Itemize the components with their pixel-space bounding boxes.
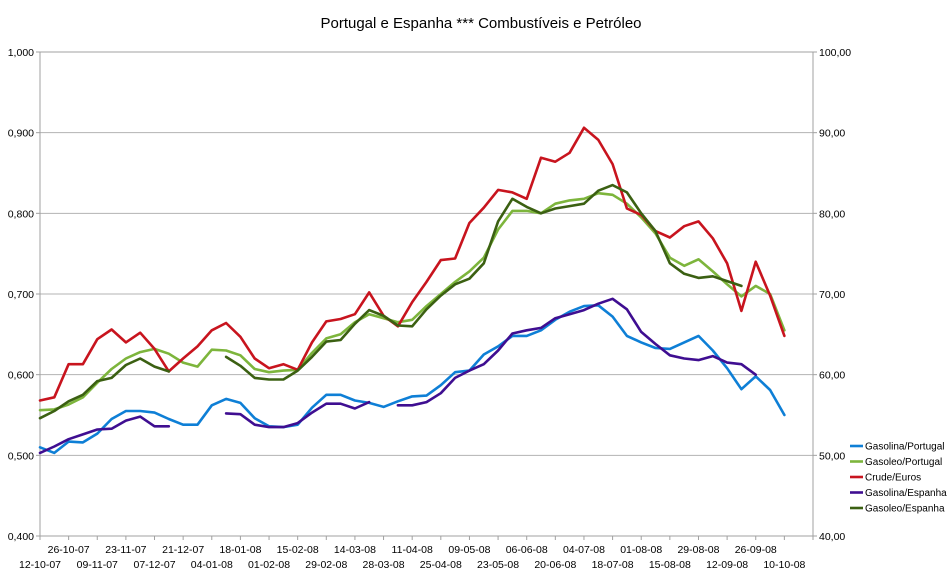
y-left-tick-label: 0,500 bbox=[8, 450, 34, 462]
legend-label: Gasolina/Portugal bbox=[865, 442, 945, 453]
series-crude-euros bbox=[38, 126, 786, 402]
x-tick-label: 26-09-08 bbox=[735, 544, 777, 556]
y-right-tick-label: 100,00 bbox=[819, 47, 851, 59]
legend-item: Crude/Euros bbox=[850, 473, 921, 484]
x-tick-label: 14-03-08 bbox=[334, 544, 376, 556]
legend-item: Gasolina/Portugal bbox=[850, 442, 945, 453]
x-tick-label: 23-05-08 bbox=[477, 559, 519, 571]
x-tick-label: 07-12-07 bbox=[134, 559, 176, 571]
y-left-tick-label: 0,700 bbox=[8, 289, 34, 301]
y-left-tick-label: 0,800 bbox=[8, 208, 34, 220]
x-tick-label: 12-09-08 bbox=[706, 559, 748, 571]
legend-item: Gasoleo/Portugal bbox=[850, 457, 942, 468]
x-tick-label: 12-10-07 bbox=[19, 559, 61, 571]
y-right-tick-label: 70,00 bbox=[819, 289, 845, 301]
x-tick-label: 29-02-08 bbox=[305, 559, 347, 571]
x-tick-label: 26-10-07 bbox=[48, 544, 90, 556]
y-left-tick-label: 0,400 bbox=[8, 531, 34, 543]
y-left-tick-label: 0,600 bbox=[8, 370, 34, 382]
series-gasoleo-espanha bbox=[38, 183, 743, 420]
x-tick-label: 29-08-08 bbox=[677, 544, 719, 556]
axes: 0,400 40,00 0,500 50,00 0,600 60,00 0,700 70,00… bbox=[8, 47, 852, 571]
y-left-tick-label: 1,000 bbox=[8, 47, 34, 59]
series-lines bbox=[38, 126, 786, 455]
series-gasolina-espanha bbox=[38, 297, 757, 455]
x-tick-label: 04-01-08 bbox=[191, 559, 233, 571]
x-tick-label: 04-07-08 bbox=[563, 544, 605, 556]
legend-label: Crude/Euros bbox=[865, 473, 921, 484]
y-left-tick-label: 0,900 bbox=[8, 128, 34, 140]
legend-label: Gasoleo/Portugal bbox=[865, 457, 942, 468]
y-right-tick-label: 50,00 bbox=[819, 450, 845, 462]
x-tick-label: 28-03-08 bbox=[363, 559, 405, 571]
x-tick-label: 15-02-08 bbox=[277, 544, 319, 556]
x-tick-label: 11-04-08 bbox=[392, 544, 433, 556]
chart-title: Portugal e Espanha *** Combustíveis e Pe… bbox=[320, 15, 641, 32]
series-line bbox=[38, 126, 786, 402]
series-line bbox=[38, 183, 743, 420]
y-right-tick-label: 40,00 bbox=[819, 531, 845, 543]
x-tick-label: 18-07-08 bbox=[592, 559, 634, 571]
x-tick-label: 09-05-08 bbox=[448, 544, 490, 556]
y-right-tick-label: 80,00 bbox=[819, 208, 845, 220]
x-tick-label: 09-11-07 bbox=[77, 559, 118, 571]
x-tick-label: 06-06-08 bbox=[506, 544, 548, 556]
x-tick-label: 20-06-08 bbox=[534, 559, 576, 571]
x-tick-label: 15-08-08 bbox=[649, 559, 691, 571]
x-tick-label: 25-04-08 bbox=[420, 559, 462, 571]
x-tick-label: 01-08-08 bbox=[620, 544, 662, 556]
legend-item: Gasoleo/Espanha bbox=[850, 504, 945, 515]
legend: Gasolina/Portugal Gasoleo/Portugal Crude/E… bbox=[850, 442, 947, 515]
y-right-tick-label: 60,00 bbox=[819, 370, 845, 382]
x-tick-label: 01-02-08 bbox=[248, 559, 290, 571]
x-tick-label: 21-12-07 bbox=[162, 544, 204, 556]
legend-label: Gasoleo/Espanha bbox=[865, 504, 945, 515]
x-tick-label: 23-11-07 bbox=[105, 544, 146, 556]
legend-item: Gasolina/Espanha bbox=[850, 488, 947, 499]
x-tick-label: 18-01-08 bbox=[219, 544, 261, 556]
series-line bbox=[38, 297, 757, 455]
legend-label: Gasolina/Espanha bbox=[865, 488, 947, 499]
y-right-tick-label: 90,00 bbox=[819, 128, 845, 140]
gridlines bbox=[40, 51, 813, 537]
x-tick-label: 10-10-08 bbox=[763, 559, 805, 571]
